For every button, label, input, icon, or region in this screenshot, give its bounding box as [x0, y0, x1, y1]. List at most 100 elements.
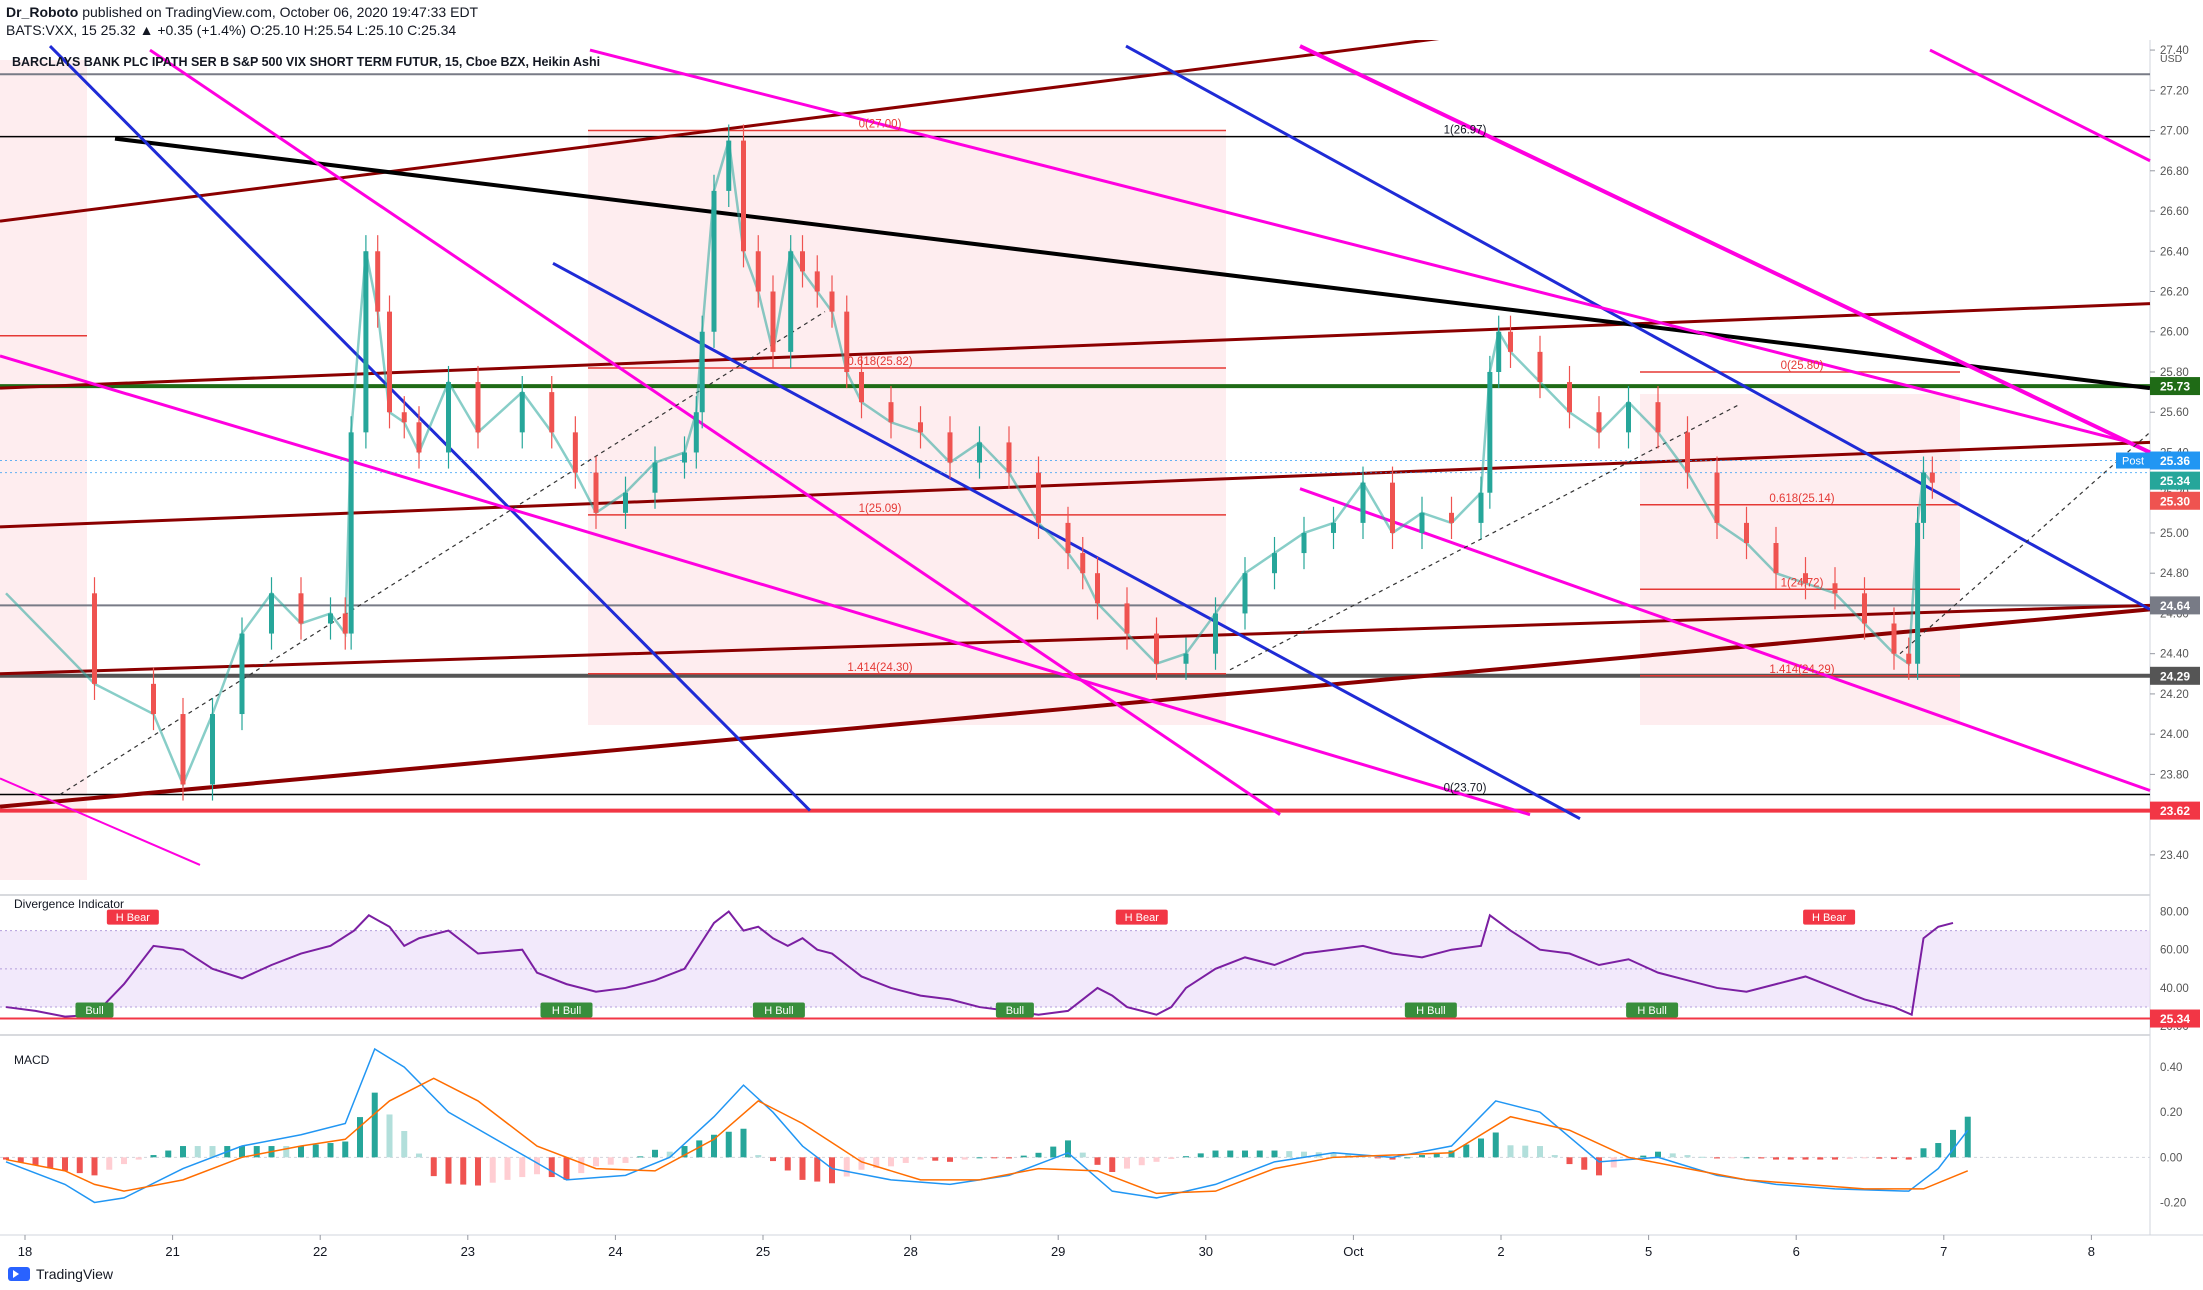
macd-histogram-bar: [1153, 1157, 1160, 1162]
macd-histogram-bar: [1433, 1152, 1440, 1158]
price-candle: [180, 714, 186, 785]
macd-histogram-bar: [1020, 1155, 1027, 1158]
price-candle: [1124, 603, 1130, 634]
macd-histogram-bar: [1876, 1157, 1883, 1159]
macd-histogram-bar: [1448, 1150, 1455, 1158]
fib-zone: [1640, 394, 1960, 725]
macd-histogram-bar: [1699, 1156, 1706, 1158]
price-candle: [475, 382, 481, 433]
macd-histogram-bar: [1950, 1129, 1956, 1158]
bull-label-box: [995, 1002, 1034, 1018]
trend-line: [114, 136, 2151, 391]
macd-histogram-bar: [180, 1146, 186, 1158]
macd-histogram-bar: [1935, 1143, 1942, 1158]
price-axis-label: 25.60: [2160, 407, 2189, 419]
macd-histogram-bar: [622, 1157, 629, 1163]
macd-histogram-bar: [1640, 1155, 1647, 1158]
post-tag-box: [2116, 452, 2150, 469]
price-candle: [1080, 553, 1086, 574]
price-candle: [844, 311, 850, 372]
macd-histogram-bar: [666, 1151, 673, 1158]
chart-canvas[interactable]: Bull H Bear H Bull H Bull Bull H Bear H Bull H …: [0, 40, 2203, 1266]
macd-histogram-bar: [696, 1140, 703, 1158]
price-axis-label: 23.80: [2160, 769, 2189, 781]
macd-histogram-bar: [976, 1157, 983, 1159]
macd-histogram-bar: [1389, 1157, 1396, 1160]
macd-histogram-bar: [106, 1157, 113, 1170]
trend-line: [149, 48, 1281, 816]
macd-axis-label: 0.40: [2160, 1062, 2182, 1074]
bull-label-box: [540, 1002, 593, 1018]
time-axis-label: Oct: [1343, 1244, 1364, 1259]
price-candle: [1921, 472, 1926, 523]
price-axis-label: 26.80: [2160, 166, 2189, 178]
time-axis-label: 24: [608, 1244, 622, 1259]
price-candle: [699, 331, 705, 413]
macd-histogram-bar: [607, 1157, 614, 1165]
trend-line: [0, 40, 1440, 223]
macd-histogram-bar: [1566, 1157, 1573, 1165]
trend-line: [0, 440, 2151, 529]
time-axis-label: 8: [2088, 1244, 2095, 1259]
price-axis-label: 27.00: [2160, 126, 2189, 138]
macd-histogram-bar: [1861, 1157, 1868, 1159]
price-candle: [1487, 371, 1493, 493]
price-tag-label: 24.64: [2160, 599, 2190, 613]
macd-histogram-bar: [91, 1157, 98, 1176]
macd-histogram-bar: [17, 1157, 24, 1163]
price-candle: [1537, 351, 1543, 383]
macd-histogram-bar: [460, 1157, 467, 1185]
price-candle: [1183, 653, 1189, 664]
macd-histogram-bar: [961, 1157, 968, 1160]
tradingview-footer[interactable]: TradingView: [8, 1266, 113, 1282]
price-tag-box: [2150, 377, 2200, 396]
divergence-axis-label: 80.00: [2160, 906, 2189, 918]
fib-label: 1.414(24.29): [1769, 664, 1834, 676]
price-axis-label: 26.40: [2160, 246, 2189, 258]
author-name[interactable]: Dr_Roboto: [6, 4, 79, 20]
macd-histogram-bar: [947, 1157, 953, 1162]
price-candle: [918, 422, 923, 433]
bull-label-box: [752, 1002, 805, 1018]
price-candle: [92, 593, 97, 684]
macd-histogram-bar: [814, 1157, 821, 1182]
macd-histogram-bar: [1065, 1140, 1071, 1158]
macd-signal-line: [5, 1077, 1969, 1195]
price-candle: [1567, 382, 1572, 413]
divergence-tag-label: 25.34: [2160, 1012, 2190, 1026]
price-candle: [1154, 633, 1159, 664]
macd-histogram-bar: [1832, 1157, 1838, 1160]
divergence-axis-label: 60.00: [2160, 945, 2189, 957]
macd-histogram-bar: [1522, 1145, 1529, 1158]
macd-histogram-bar: [1124, 1157, 1130, 1169]
currency-label: USD: [2160, 53, 2183, 65]
macd-histogram-bar: [1242, 1150, 1248, 1158]
macd-histogram-bar: [1743, 1157, 1750, 1159]
macd-histogram-bar: [1802, 1157, 1809, 1160]
macd-histogram-bar: [1212, 1150, 1219, 1158]
macd-histogram-bar: [1256, 1150, 1263, 1158]
price-candle: [1685, 432, 1690, 473]
bull-label-box: [1626, 1002, 1679, 1018]
price-candle: [1331, 522, 1336, 533]
time-axis-label: 5: [1645, 1244, 1652, 1259]
time-axis-label: 22: [313, 1244, 327, 1259]
trend-line: [1929, 48, 2151, 163]
price-candle: [755, 251, 761, 292]
macd-histogram-bar: [3, 1157, 9, 1160]
macd-histogram-bar: [1920, 1148, 1927, 1158]
time-axis-label: 2: [1497, 1244, 1504, 1259]
macd-histogram-bar: [1507, 1145, 1514, 1158]
macd-histogram-bar: [1404, 1157, 1411, 1159]
macd-histogram-bar: [1227, 1150, 1234, 1158]
macd-histogram-bar: [534, 1157, 540, 1175]
price-candle: [1626, 402, 1631, 433]
macd-histogram-bar: [47, 1157, 54, 1169]
price-axis-label: 27.40: [2160, 45, 2189, 57]
macd-histogram-bar: [165, 1150, 172, 1158]
price-candle: [1803, 573, 1808, 584]
macd-histogram-bar: [239, 1146, 245, 1158]
macd-histogram-bar: [519, 1157, 526, 1178]
time-axis-label: 18: [18, 1244, 32, 1259]
price-candle: [1655, 402, 1661, 433]
